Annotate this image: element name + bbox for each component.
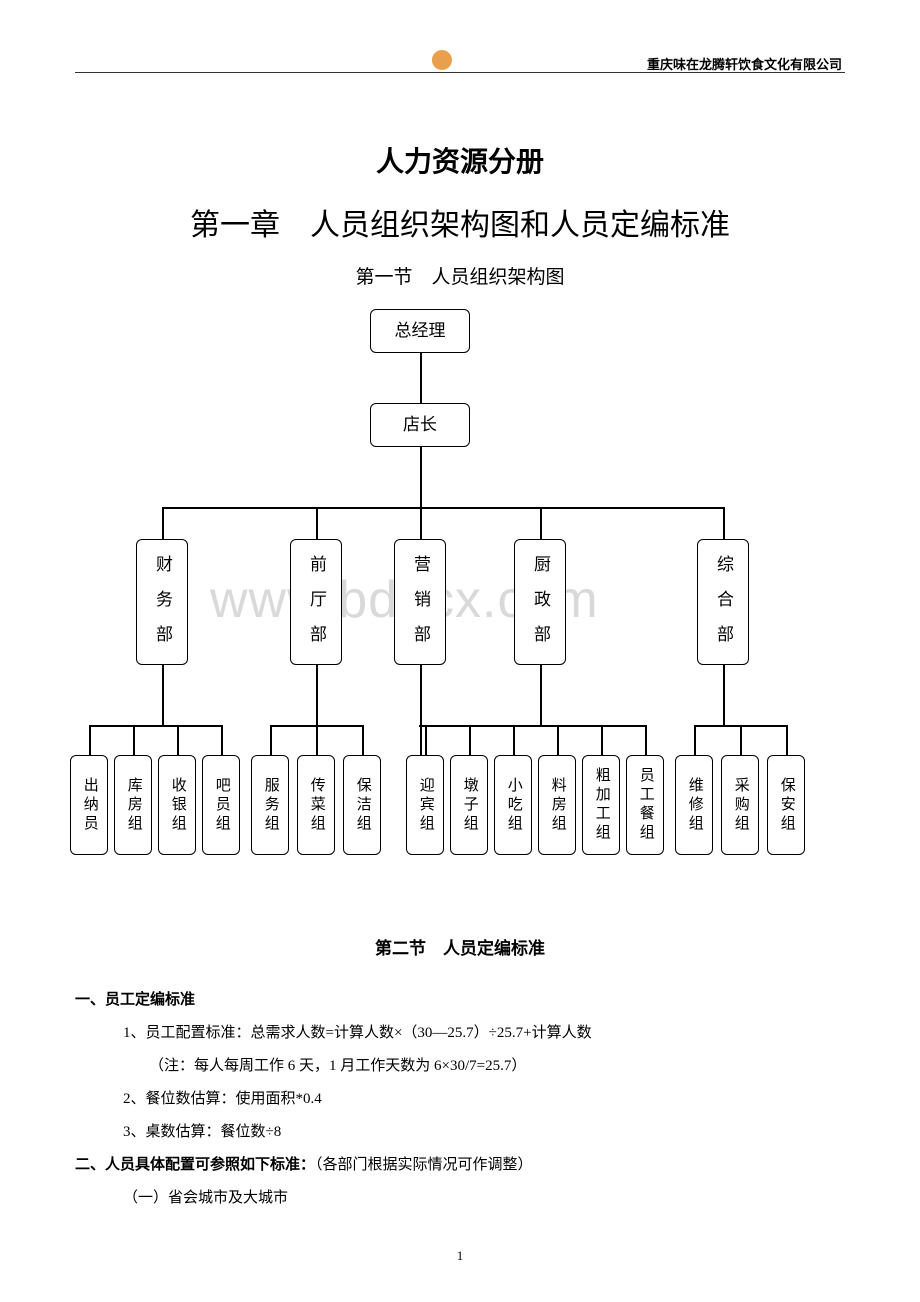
connector [162,507,164,539]
connector [540,507,542,539]
leaf-cashier: 出纳员 [70,755,108,855]
connector [177,725,179,755]
node-dept-finance: 财务部 [136,539,188,665]
leaf-cleaning: 保洁组 [343,755,381,855]
leaf-security: 保安组 [767,755,805,855]
connector [420,447,422,507]
connector [723,507,725,539]
connector [420,507,422,539]
leaf-snack: 小吃组 [494,755,532,855]
connector [89,725,221,727]
node-dept-kitchen: 厨政部 [514,539,566,665]
connector [316,665,318,725]
leaf-runner: 传菜组 [297,755,335,855]
node-general-manager: 总经理 [370,309,470,353]
connector [162,507,724,509]
leaf-staffmeal: 员工餐组 [626,755,664,855]
body-content: 一、员工定编标准 1、员工配置标准：总需求人数=计算人数×（30—25.7）÷2… [75,984,845,1215]
connector [513,725,515,755]
leaf-bar: 吧员组 [202,755,240,855]
connector [316,507,318,539]
leaf-pantry: 料房组 [538,755,576,855]
connector [645,725,647,755]
line-1: 1、员工配置标准：总需求人数=计算人数×（30—25.7）÷25.7+计算人数 [75,1017,845,1050]
section-2-title: 第二节 人员定编标准 [75,934,845,959]
connector [162,665,164,725]
heading-1b-bold: 二、人员具体配置可参照如下标准： [75,1157,315,1173]
connector [420,353,422,403]
chapter-title: 第一章 人员组织架构图和人员定编标准 [75,200,845,244]
company-name: 重庆味在龙腾轩饮食文化有限公司 [647,54,842,73]
connector [362,725,364,755]
node-store-manager: 店长 [370,403,470,447]
connector [419,725,645,727]
node-dept-general: 综合部 [697,539,749,665]
leaf-prep: 粗加工组 [582,755,620,855]
section-1-title: 第一节 人员组织架构图 [75,262,845,289]
connector [316,725,318,755]
line-2: 2、餐位数估算：使用面积*0.4 [75,1083,845,1116]
leaf-maintenance: 维修组 [675,755,713,855]
node-dept-front: 前厅部 [290,539,342,665]
line-3: 3、桌数估算：餐位数÷8 [75,1116,845,1149]
leaf-register: 收银组 [158,755,196,855]
leaf-warehouse: 库房组 [114,755,152,855]
line-1-note: （注：每人每周工作 6 天，1 月工作天数为 6×30/7=25.7） [75,1050,845,1083]
document-title: 人力资源分册 [75,140,845,180]
leaf-service: 服务组 [251,755,289,855]
connector [601,725,603,755]
org-chart: 总经理 店长 财务部 前厅部 营销部 厨政部 综合部 出纳员 库房组 收银组 吧… [70,309,840,899]
company-logo [430,48,454,72]
connector [557,725,559,755]
connector [723,665,725,725]
connector [133,725,135,755]
connector [540,665,542,725]
leaf-greeter: 迎宾组 [406,755,444,855]
connector [469,725,471,755]
page-number: 1 [0,1248,920,1264]
node-dept-marketing: 营销部 [394,539,446,665]
connector [89,725,91,755]
heading-1b-tail: （各部门根据实际情况可作调整） [315,1157,533,1173]
heading-1b: 二、人员具体配置可参照如下标准：（各部门根据实际情况可作调整） [75,1149,845,1182]
connector [270,725,272,755]
connector [694,725,696,755]
connector [425,725,427,755]
sub-1: （一）省会城市及大城市 [75,1182,845,1215]
leaf-chopping: 墩子组 [450,755,488,855]
leaf-purchase: 采购组 [721,755,759,855]
connector [740,725,742,755]
heading-1a: 一、员工定编标准 [75,984,845,1017]
connector [786,725,788,755]
connector [221,725,223,755]
